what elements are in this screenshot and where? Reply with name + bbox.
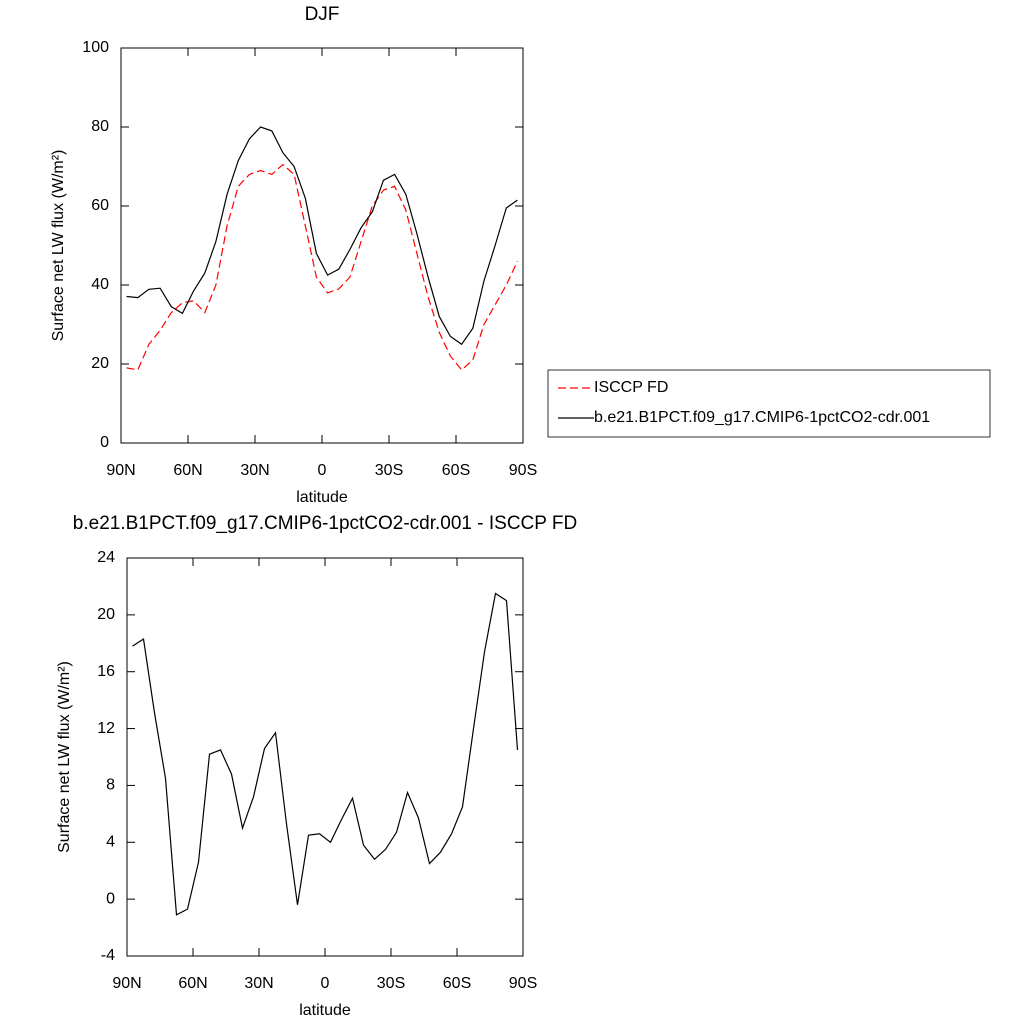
x-axis-label: latitude bbox=[299, 1002, 351, 1019]
x-tick-label: 0 bbox=[318, 462, 327, 479]
legend: ISCCP FD b.e21.B1PCT.f09_g17.CMIP6-1pctCO… bbox=[547, 369, 991, 438]
x-tick-label: 60N bbox=[173, 462, 202, 479]
x-tick-label: 90N bbox=[112, 975, 141, 992]
y-tick-label: 24 bbox=[97, 549, 115, 566]
y-axis-label: Surface net LW flux (W/m²) bbox=[50, 150, 67, 342]
y-tick-label: 40 bbox=[91, 276, 109, 293]
legend-box bbox=[547, 369, 991, 438]
data-line bbox=[126, 163, 518, 371]
y-tick-label: 16 bbox=[97, 663, 115, 680]
x-tick-label: 30N bbox=[240, 462, 269, 479]
x-tick-label: 60S bbox=[442, 462, 470, 479]
y-axis-label: Surface net LW flux (W/m²) bbox=[56, 661, 73, 853]
x-tick-label: 60N bbox=[178, 975, 207, 992]
x-tick-label: 0 bbox=[321, 975, 330, 992]
y-tick-label: -4 bbox=[101, 947, 115, 964]
y-tick-label: 12 bbox=[97, 720, 115, 737]
plot-frame bbox=[126, 557, 524, 957]
x-tick-label: 30N bbox=[244, 975, 273, 992]
legend-label: ISCCP FD bbox=[594, 379, 668, 396]
chart-title: DJF bbox=[305, 4, 340, 25]
y-tick-label: 60 bbox=[91, 197, 109, 214]
plot-frame bbox=[120, 47, 524, 444]
x-tick-label: 90S bbox=[509, 975, 537, 992]
x-tick-label: 90S bbox=[509, 462, 537, 479]
y-tick-label: 20 bbox=[91, 355, 109, 372]
y-tick-label: 4 bbox=[106, 834, 115, 851]
x-tick-label: 90N bbox=[106, 462, 135, 479]
y-tick-label: 20 bbox=[97, 606, 115, 623]
x-tick-label: 30S bbox=[375, 462, 403, 479]
y-tick-label: 8 bbox=[106, 777, 115, 794]
y-tick-label: 80 bbox=[91, 118, 109, 135]
y-tick-label: 0 bbox=[106, 890, 115, 907]
y-tick-label: 100 bbox=[82, 39, 109, 56]
data-line bbox=[126, 126, 518, 346]
chart-title: b.e21.B1PCT.f09_g17.CMIP6-1pctCO2-cdr.00… bbox=[73, 513, 577, 534]
x-tick-label: 30S bbox=[377, 975, 405, 992]
legend-label: b.e21.B1PCT.f09_g17.CMIP6-1pctCO2-cdr.00… bbox=[594, 409, 930, 426]
x-axis-label: latitude bbox=[296, 489, 348, 506]
x-tick-label: 60S bbox=[443, 975, 471, 992]
data-line bbox=[132, 592, 519, 916]
y-tick-label: 0 bbox=[100, 434, 109, 451]
